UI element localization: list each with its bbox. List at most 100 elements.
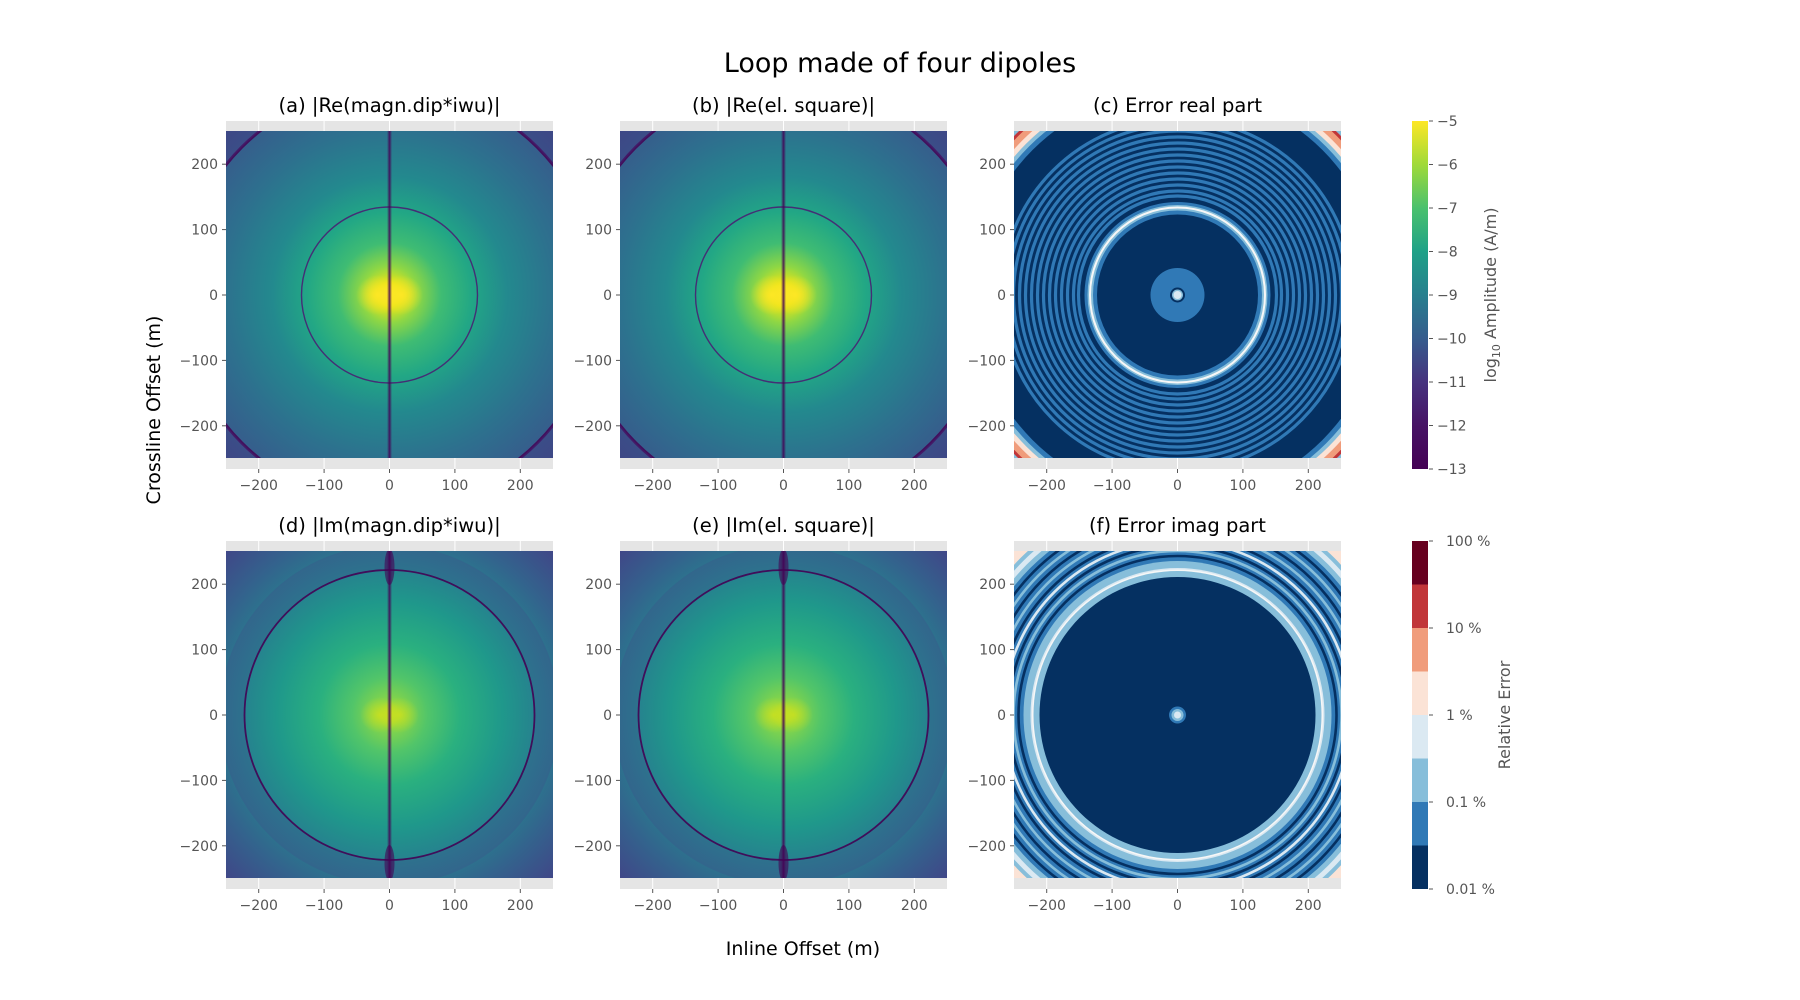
heatmap-image [620,131,947,458]
x-tick-label: 0 [779,898,788,914]
y-tick-label: −200 [968,419,1006,435]
x-tick-label: 100 [836,898,863,914]
y-tick-label: −200 [180,419,218,435]
colorbar-tick-label: −5 [1437,114,1458,130]
subplot-title: (d) |Im(magn.dip*iwu)| [278,514,500,537]
x-tick-label: 100 [442,478,469,494]
y-axis-ticks: 200 100 0 −100 −200 [180,157,226,435]
subplot-b: (b) |Re(el. square)| −200 −100 0 10 [574,94,947,494]
y-tick-label: 0 [603,288,612,304]
y-tick-label: 200 [585,157,612,173]
colorbar-tick-label: −11 [1437,375,1467,391]
x-tick-label: −100 [305,478,343,494]
x-tick-label: 100 [442,898,469,914]
colorbar-tick-label: −12 [1437,419,1467,435]
x-tick-label: −200 [633,898,671,914]
y-tick-label: 100 [979,223,1006,239]
y-tick-label: −100 [574,773,612,789]
colorbar-tick-label: 0.1 % [1446,795,1486,811]
subplot-d: (d) |Im(magn.dip*iwu)| −200 −100 0 [180,514,553,914]
colorbar-tick-label: −9 [1437,288,1458,304]
x-tick-label: 0 [779,478,788,494]
x-axis-label: Inline Offset (m) [726,938,880,960]
heatmap-image [1014,131,1341,458]
x-tick-label: 100 [836,478,863,494]
subplot-title: (c) Error real part [1093,94,1262,117]
y-axis-ticks: 200 100 0 −100 −200 [968,577,1014,855]
y-tick-label: −100 [574,353,612,369]
colorbar-tick-label: −7 [1437,201,1458,217]
colorbar-gradient [1412,121,1428,469]
colorbar-error: 100 % 10 % 1 % 0.1 % 0.01 % Relative Err… [1412,534,1514,898]
subplot-e: (e) |Im(el. square)| −200 −100 0 [574,514,947,914]
x-tick-label: 100 [1230,898,1257,914]
colorbar-tick-label: −13 [1437,462,1467,478]
y-tick-label: 100 [585,643,612,659]
x-tick-label: −100 [1093,478,1131,494]
subplot-f: (f) Error imag part [968,514,1341,914]
x-tick-label: 0 [385,478,394,494]
x-axis-ticks: −200 −100 0 100 200 [239,889,534,914]
y-tick-label: 0 [997,288,1006,304]
x-tick-label: −100 [699,898,737,914]
y-tick-label: −100 [180,773,218,789]
colorbar-tick-label: 10 % [1446,621,1482,637]
x-tick-label: 0 [1173,478,1182,494]
colorbar-label: log10 Amplitude (A/m) [1481,208,1503,383]
y-tick-label: −200 [180,839,218,855]
error-bands [1014,131,1341,458]
x-tick-label: 100 [1230,478,1257,494]
x-tick-label: 200 [1295,478,1322,494]
subplot-title: (f) Error imag part [1089,514,1266,537]
colorbar-tick-label: 0.01 % [1446,882,1495,898]
y-axis-ticks: 200 100 0 −100 −200 [574,157,620,435]
colorbar-tick-label: 100 % [1446,534,1490,550]
colorbar-tick-label: −10 [1437,332,1467,348]
y-tick-label: −200 [574,839,612,855]
y-tick-label: 0 [603,708,612,724]
subplot-title: (b) |Re(el. square)| [692,94,875,117]
x-tick-label: −100 [699,478,737,494]
x-tick-label: 200 [901,898,928,914]
subplot-title: (e) |Im(el. square)| [692,514,875,537]
x-axis-ticks: −200 −100 0 100 200 [633,889,928,914]
colorbar-bins [1412,541,1428,889]
y-tick-label: 0 [209,708,218,724]
heatmap-image [226,551,553,878]
x-tick-label: 200 [507,898,534,914]
colorbar-amplitude: −5 −6 −7 −8 −9 −10 −11 −12 −13 log10 Amp… [1412,114,1503,478]
x-tick-label: −100 [305,898,343,914]
y-tick-label: 0 [997,708,1006,724]
x-axis-ticks: −200 −100 0 100 200 [239,469,534,494]
y-tick-label: −100 [180,353,218,369]
x-tick-label: −200 [1027,898,1065,914]
error-bands [1014,551,1341,878]
x-tick-label: 0 [1173,898,1182,914]
y-tick-label: 100 [979,643,1006,659]
y-tick-label: −100 [968,353,1006,369]
y-axis-ticks: 200 100 0 −100 −200 [574,577,620,855]
x-tick-label: −200 [633,478,671,494]
x-tick-label: 0 [385,898,394,914]
heatmap-image [1014,551,1341,878]
y-axis-ticks: 200 100 0 −100 −200 [180,577,226,855]
x-tick-label: 200 [507,478,534,494]
y-tick-label: 200 [585,577,612,593]
y-tick-label: −100 [968,773,1006,789]
colorbar-tick-label: 1 % [1446,708,1473,724]
x-tick-label: −200 [239,478,277,494]
y-tick-label: 200 [979,577,1006,593]
y-tick-label: −200 [968,839,1006,855]
y-tick-label: −200 [574,419,612,435]
figure-title: Loop made of four dipoles [724,48,1076,79]
colorbar-label: Relative Error [1495,660,1514,769]
y-tick-label: 100 [191,643,218,659]
subplot-title: (a) |Re(magn.dip*iwu)| [279,94,501,117]
colorbar-tick-label: −6 [1437,158,1458,174]
x-tick-label: −200 [239,898,277,914]
subplot-a: (a) |Re(magn.dip*iwu)| −200 −100 0 [180,94,553,494]
y-tick-label: 100 [191,223,218,239]
y-axis-ticks: 200 100 0 −100 −200 [968,157,1014,435]
y-tick-label: 200 [979,157,1006,173]
